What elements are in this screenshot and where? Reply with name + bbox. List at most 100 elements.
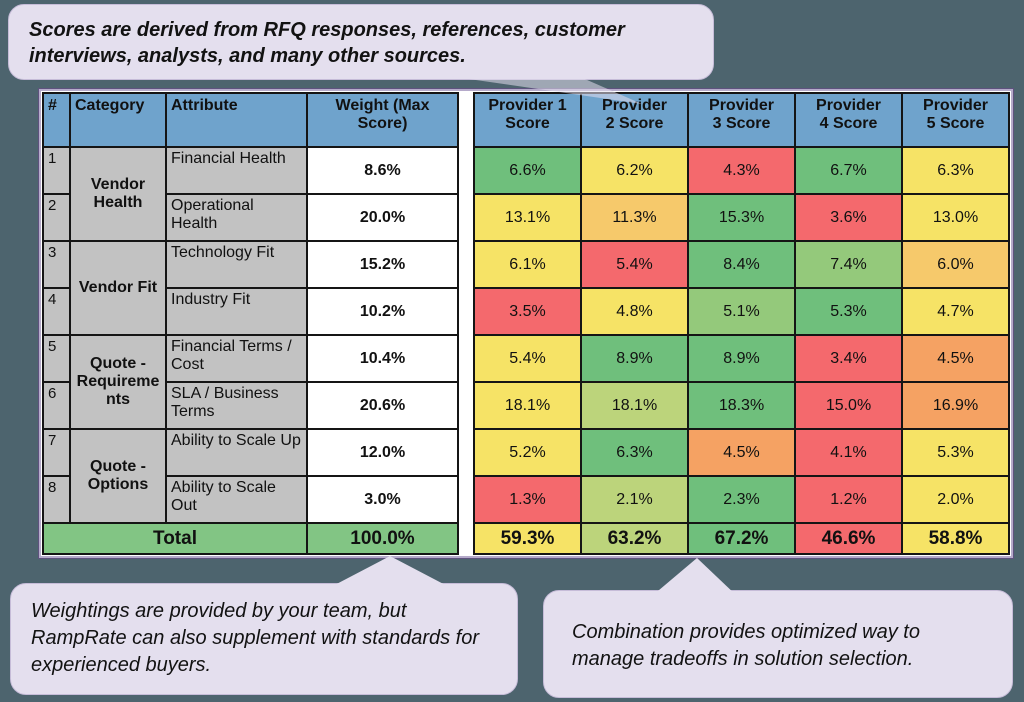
row-number-cell: 4: [42, 287, 71, 336]
scores-row: 5.4% 8.9% 8.9% 3.4% 4.5%: [473, 334, 1010, 383]
attribute-cell: SLA / Business Terms: [165, 381, 308, 430]
score-cell: 4.7%: [901, 287, 1010, 336]
score-cell: 16.9%: [901, 381, 1010, 430]
scores-total-row: 59.3% 63.2% 67.2% 46.6% 58.8%: [473, 522, 1010, 555]
callout-bottom-left-text: Weightings are provided by your team, bu…: [31, 600, 480, 676]
weights-header-cell: Category: [69, 92, 167, 148]
score-cell: 4.5%: [901, 334, 1010, 383]
score-cell: 2.0%: [901, 475, 1010, 524]
score-cell: 18.1%: [473, 381, 582, 430]
scoring-frame-inner: # Category Attribute Weight (Max Score) 1 Ve…: [41, 91, 1011, 556]
score-cell: 6.6%: [473, 146, 582, 195]
attribute-cell: Financial Health: [165, 146, 308, 195]
score-cell: 15.3%: [687, 193, 796, 242]
score-cell: 5.4%: [580, 240, 689, 289]
score-cell: 3.5%: [473, 287, 582, 336]
scores-row: 3.5% 4.8% 5.1% 5.3% 4.7%: [473, 287, 1010, 336]
provider-header-cell: Provider 3 Score: [687, 92, 796, 148]
weight-cell: 20.6%: [306, 381, 459, 430]
provider-header-cell: Provider 4 Score: [794, 92, 903, 148]
score-cell: 13.0%: [901, 193, 1010, 242]
score-cell: 6.0%: [901, 240, 1010, 289]
scores-row: 6.1% 5.4% 8.4% 7.4% 6.0%: [473, 240, 1010, 289]
weights-row: 3 Vendor Fit Technology Fit 15.2%: [42, 240, 459, 336]
callout-bottom-left: Weightings are provided by your team, bu…: [10, 583, 518, 695]
score-cell: 6.2%: [580, 146, 689, 195]
scores-row: 5.2% 6.3% 4.5% 4.1% 5.3%: [473, 428, 1010, 477]
row-number-cell: 3: [42, 240, 71, 289]
weights-row: 4 Industry Fit 10.2%: [42, 287, 459, 336]
weights-row: 2 Operational Health 20.0%: [42, 193, 459, 242]
score-total-cell: 67.2%: [687, 522, 796, 555]
weights-total-value: 100.0%: [306, 522, 459, 555]
score-cell: 1.2%: [794, 475, 903, 524]
category-cell: Vendor Health: [69, 146, 167, 242]
scores-row: 13.1% 11.3% 15.3% 3.6% 13.0%: [473, 193, 1010, 242]
category-cell: Quote - Requirements: [69, 334, 167, 430]
weights-row: 1 Vendor Health Financial Health 8.6%: [42, 146, 459, 242]
score-cell: 4.1%: [794, 428, 903, 477]
weight-cell: 15.2%: [306, 240, 459, 289]
scores-row: 18.1% 18.1% 18.3% 15.0% 16.9%: [473, 381, 1010, 430]
callout-top: Scores are derived from RFQ responses, r…: [8, 4, 714, 80]
category-cell: Quote - Options: [69, 428, 167, 524]
score-cell: 11.3%: [580, 193, 689, 242]
row-number-cell: 2: [42, 193, 71, 242]
score-cell: 5.2%: [473, 428, 582, 477]
score-total-cell: 63.2%: [580, 522, 689, 555]
score-cell: 4.3%: [687, 146, 796, 195]
weight-cell: 10.2%: [306, 287, 459, 336]
scores-table-header: Provider 1 Score Provider 2 Score Provider…: [473, 92, 1010, 148]
score-cell: 7.4%: [794, 240, 903, 289]
weights-total-label: Total: [42, 522, 308, 555]
score-cell: 3.4%: [794, 334, 903, 383]
score-cell: 4.8%: [580, 287, 689, 336]
attribute-cell: Financial Terms / Cost: [165, 334, 308, 383]
score-cell: 8.4%: [687, 240, 796, 289]
provider-header-cell: Provider 5 Score: [901, 92, 1010, 148]
score-cell: 5.3%: [794, 287, 903, 336]
score-cell: 13.1%: [473, 193, 582, 242]
score-cell: 3.6%: [794, 193, 903, 242]
score-total-cell: 59.3%: [473, 522, 582, 555]
weights-table: # Category Attribute Weight (Max Score) 1 Ve…: [42, 92, 459, 555]
row-number-cell: 8: [42, 475, 71, 524]
callout-bottom-right: Combination provides optimized way to ma…: [543, 590, 1013, 698]
weights-row: 7 Quote - Options Ability to Scale Up 12.0%: [42, 428, 459, 524]
attribute-cell: Industry Fit: [165, 287, 308, 336]
score-cell: 2.3%: [687, 475, 796, 524]
row-number-cell: 1: [42, 146, 71, 195]
weight-cell: 10.4%: [306, 334, 459, 383]
score-cell: 5.1%: [687, 287, 796, 336]
weights-header-cell: #: [42, 92, 71, 148]
weight-cell: 3.0%: [306, 475, 459, 524]
weights-row: 5 Quote - Requirements Financial Terms / C…: [42, 334, 459, 430]
callout-bottom-right-text: Combination provides optimized way to ma…: [572, 621, 920, 670]
weights-row: 6 SLA / Business Terms 20.6%: [42, 381, 459, 430]
row-number-cell: 5: [42, 334, 71, 383]
callout-top-text: Scores are derived from RFQ responses, r…: [29, 19, 625, 67]
provider-header-cell: Provider 2 Score: [580, 92, 689, 148]
score-cell: 18.3%: [687, 381, 796, 430]
score-total-cell: 46.6%: [794, 522, 903, 555]
score-cell: 2.1%: [580, 475, 689, 524]
weight-cell: 8.6%: [306, 146, 459, 195]
score-cell: 5.3%: [901, 428, 1010, 477]
weights-table-header: # Category Attribute Weight (Max Score): [42, 92, 459, 148]
weights-total-row: Total 100.0%: [42, 522, 459, 555]
row-number-cell: 6: [42, 381, 71, 430]
score-cell: 5.4%: [473, 334, 582, 383]
score-cell: 18.1%: [580, 381, 689, 430]
score-cell: 1.3%: [473, 475, 582, 524]
score-cell: 4.5%: [687, 428, 796, 477]
attribute-cell: Operational Health: [165, 193, 308, 242]
category-cell: Vendor Fit: [69, 240, 167, 336]
scoring-frame: # Category Attribute Weight (Max Score) 1 Ve…: [38, 88, 1014, 559]
attribute-cell: Ability to Scale Out: [165, 475, 308, 524]
row-number-cell: 7: [42, 428, 71, 477]
weights-header-cell: Weight (Max Score): [306, 92, 459, 148]
scores-row: 1.3% 2.1% 2.3% 1.2% 2.0%: [473, 475, 1010, 524]
score-cell: 6.1%: [473, 240, 582, 289]
weights-row: 8 Ability to Scale Out 3.0%: [42, 475, 459, 524]
